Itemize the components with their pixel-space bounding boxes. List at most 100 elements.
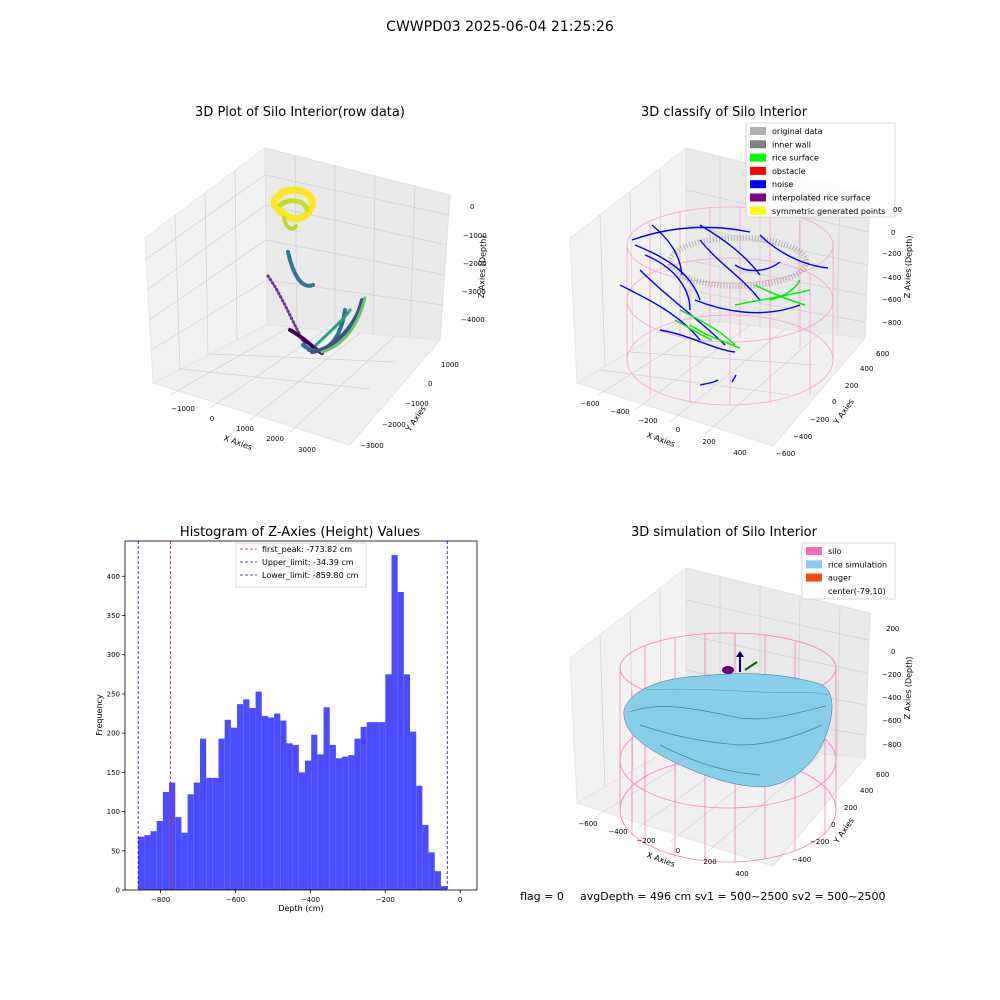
classify-y-tick: 400 — [860, 365, 873, 373]
figure-suptitle: CWWPD03 2025-06-04 21:25:26 — [386, 19, 614, 35]
sim-y-tick: 0 — [831, 821, 835, 829]
histogram-bar — [422, 824, 429, 890]
panel-sim-title: 3D simulation of Silo Interior — [631, 525, 818, 540]
sim-z-tick: 200 — [886, 625, 899, 633]
histogram-bar — [391, 555, 398, 890]
classify-noise — [619, 224, 829, 386]
histogram-bar — [199, 738, 207, 890]
sim-y-tick: −200 — [810, 838, 829, 846]
histogram-title: Histogram of Z-Axies (Height) Values — [180, 525, 420, 540]
classify-z-tick: 0 — [891, 229, 895, 237]
sim-legend: silo rice simulation auger center(-79,10) — [806, 547, 887, 596]
histogram-bar — [237, 704, 244, 890]
raw-x-tick: 1000 — [236, 425, 254, 433]
raw-y-tick: 0 — [428, 380, 432, 388]
raw-x-tick: −1000 — [171, 405, 195, 413]
histogram-y-ticks: 0 50 100 150 200 250 300 350 400 — [107, 573, 125, 895]
sim-z-ticks: 200 0 −200 −400 −600 −800 — [882, 625, 901, 749]
sim-x-ticks: −600 −400 −200 0 200 400 — [578, 820, 748, 878]
legend-label: center(-79,10) — [828, 587, 886, 596]
histogram-x-tick: −600 — [226, 896, 245, 904]
histogram-x-tick: −200 — [376, 896, 395, 904]
histogram-x-ticks: −800 −600 −400 −200 0 — [151, 890, 462, 904]
classify-y-ticks: 600 400 200 0 −200 −400 −600 — [776, 350, 889, 458]
classify-z-tick: −600 — [882, 296, 901, 304]
sim-auger — [722, 651, 758, 674]
histogram-bar — [372, 722, 380, 890]
histogram-bar — [354, 738, 361, 890]
legend-swatch — [806, 560, 822, 569]
histogram-bar — [311, 734, 318, 890]
legend-swatch — [750, 193, 766, 202]
histogram-y-tick: 200 — [107, 730, 120, 738]
raw-x-tick: 2000 — [266, 435, 284, 443]
histogram-y-tick: 400 — [107, 573, 120, 581]
sim-y-tick: 200 — [844, 804, 857, 812]
raw-y-tick: −3000 — [360, 442, 384, 450]
histogram-y-tick: 0 — [116, 887, 120, 895]
legend-label: noise — [772, 180, 793, 189]
histogram-bar — [292, 744, 299, 890]
histogram-bar — [428, 852, 435, 890]
histogram-bar — [274, 713, 281, 890]
raw-y-tick: −1000 — [405, 400, 429, 408]
histogram-x-label: Depth (cm) — [278, 904, 323, 913]
histogram-bar — [169, 782, 176, 890]
legend-swatch — [806, 573, 822, 582]
histogram-bar — [305, 760, 312, 890]
histogram-bar — [261, 715, 268, 890]
raw-z-tick: −1000 — [463, 232, 487, 240]
legend-label: original data — [772, 127, 823, 136]
sim-z-label: Z Axies (Depth) — [903, 656, 914, 719]
histogram-legend-frame — [235, 542, 367, 588]
histogram-bar — [267, 717, 275, 890]
raw-z-ticks: 0 −1000 −2000 −3000 −4000 — [461, 203, 487, 324]
raw-z-label: Z Axies (Depth) — [477, 235, 488, 298]
histogram-bar — [286, 743, 293, 890]
sim-y-tick: 600 — [876, 771, 889, 779]
raw-z-tick: −2000 — [463, 260, 487, 268]
histogram-x-tick: −800 — [151, 896, 170, 904]
sim-y-ticks: 600 400 200 0 −200 −400 — [792, 771, 889, 864]
footer-stats: avgDepth = 496 cm sv1 = 500~2500 sv2 = 5… — [580, 890, 886, 903]
histogram-bar — [206, 777, 213, 890]
histogram-bar — [187, 794, 194, 890]
histogram-bar — [181, 832, 188, 890]
raw-y-tick: −2000 — [382, 421, 406, 429]
panel-raw-title: 3D Plot of Silo Interior(row data) — [195, 105, 405, 120]
classify-legend: original data inner wall rice surface obsta… — [750, 127, 885, 216]
histogram-bar — [317, 754, 324, 890]
sim-z-tick: −800 — [882, 741, 901, 749]
legend-swatch — [806, 547, 822, 555]
legend-swatch — [750, 127, 766, 135]
legend-label: auger — [828, 574, 852, 583]
histogram-bar — [249, 708, 256, 890]
histogram-bar — [335, 758, 343, 890]
histogram-bar — [138, 836, 145, 890]
classify-rice-surface — [674, 279, 811, 349]
raw-x-label: X Axies — [222, 433, 253, 452]
histogram-bar — [403, 674, 411, 890]
classify-z-label: Z Axies (Depth) — [903, 235, 914, 298]
histogram-y-tick: 300 — [107, 651, 120, 659]
classify-z-tick-partial: 00 — [893, 206, 902, 214]
panel-simulation: 3D simulation of Silo Interior — [569, 525, 914, 878]
legend-swatch — [750, 180, 766, 189]
histogram-bar — [218, 738, 225, 890]
histogram-x-tick: −400 — [301, 896, 320, 904]
histogram-bar — [156, 820, 163, 890]
sim-z-tick: −600 — [882, 717, 901, 725]
legend-swatch — [750, 140, 766, 149]
histogram-y-tick: 350 — [107, 612, 120, 620]
histogram-bar — [212, 777, 219, 890]
histogram-bar — [255, 691, 262, 890]
raw-z-tick: −3000 — [462, 288, 486, 296]
histogram-axes-frame — [124, 540, 478, 891]
histogram-bar — [397, 591, 404, 890]
classify-x-label: X Axies — [645, 430, 676, 449]
histogram-legend-label: first_peak: -773.82 cm — [262, 545, 352, 554]
panel-raw-data: 3D Plot of Silo Interior(row data) — [144, 105, 488, 454]
sim-y-tick: −400 — [792, 856, 811, 864]
histogram-bar — [410, 731, 417, 890]
